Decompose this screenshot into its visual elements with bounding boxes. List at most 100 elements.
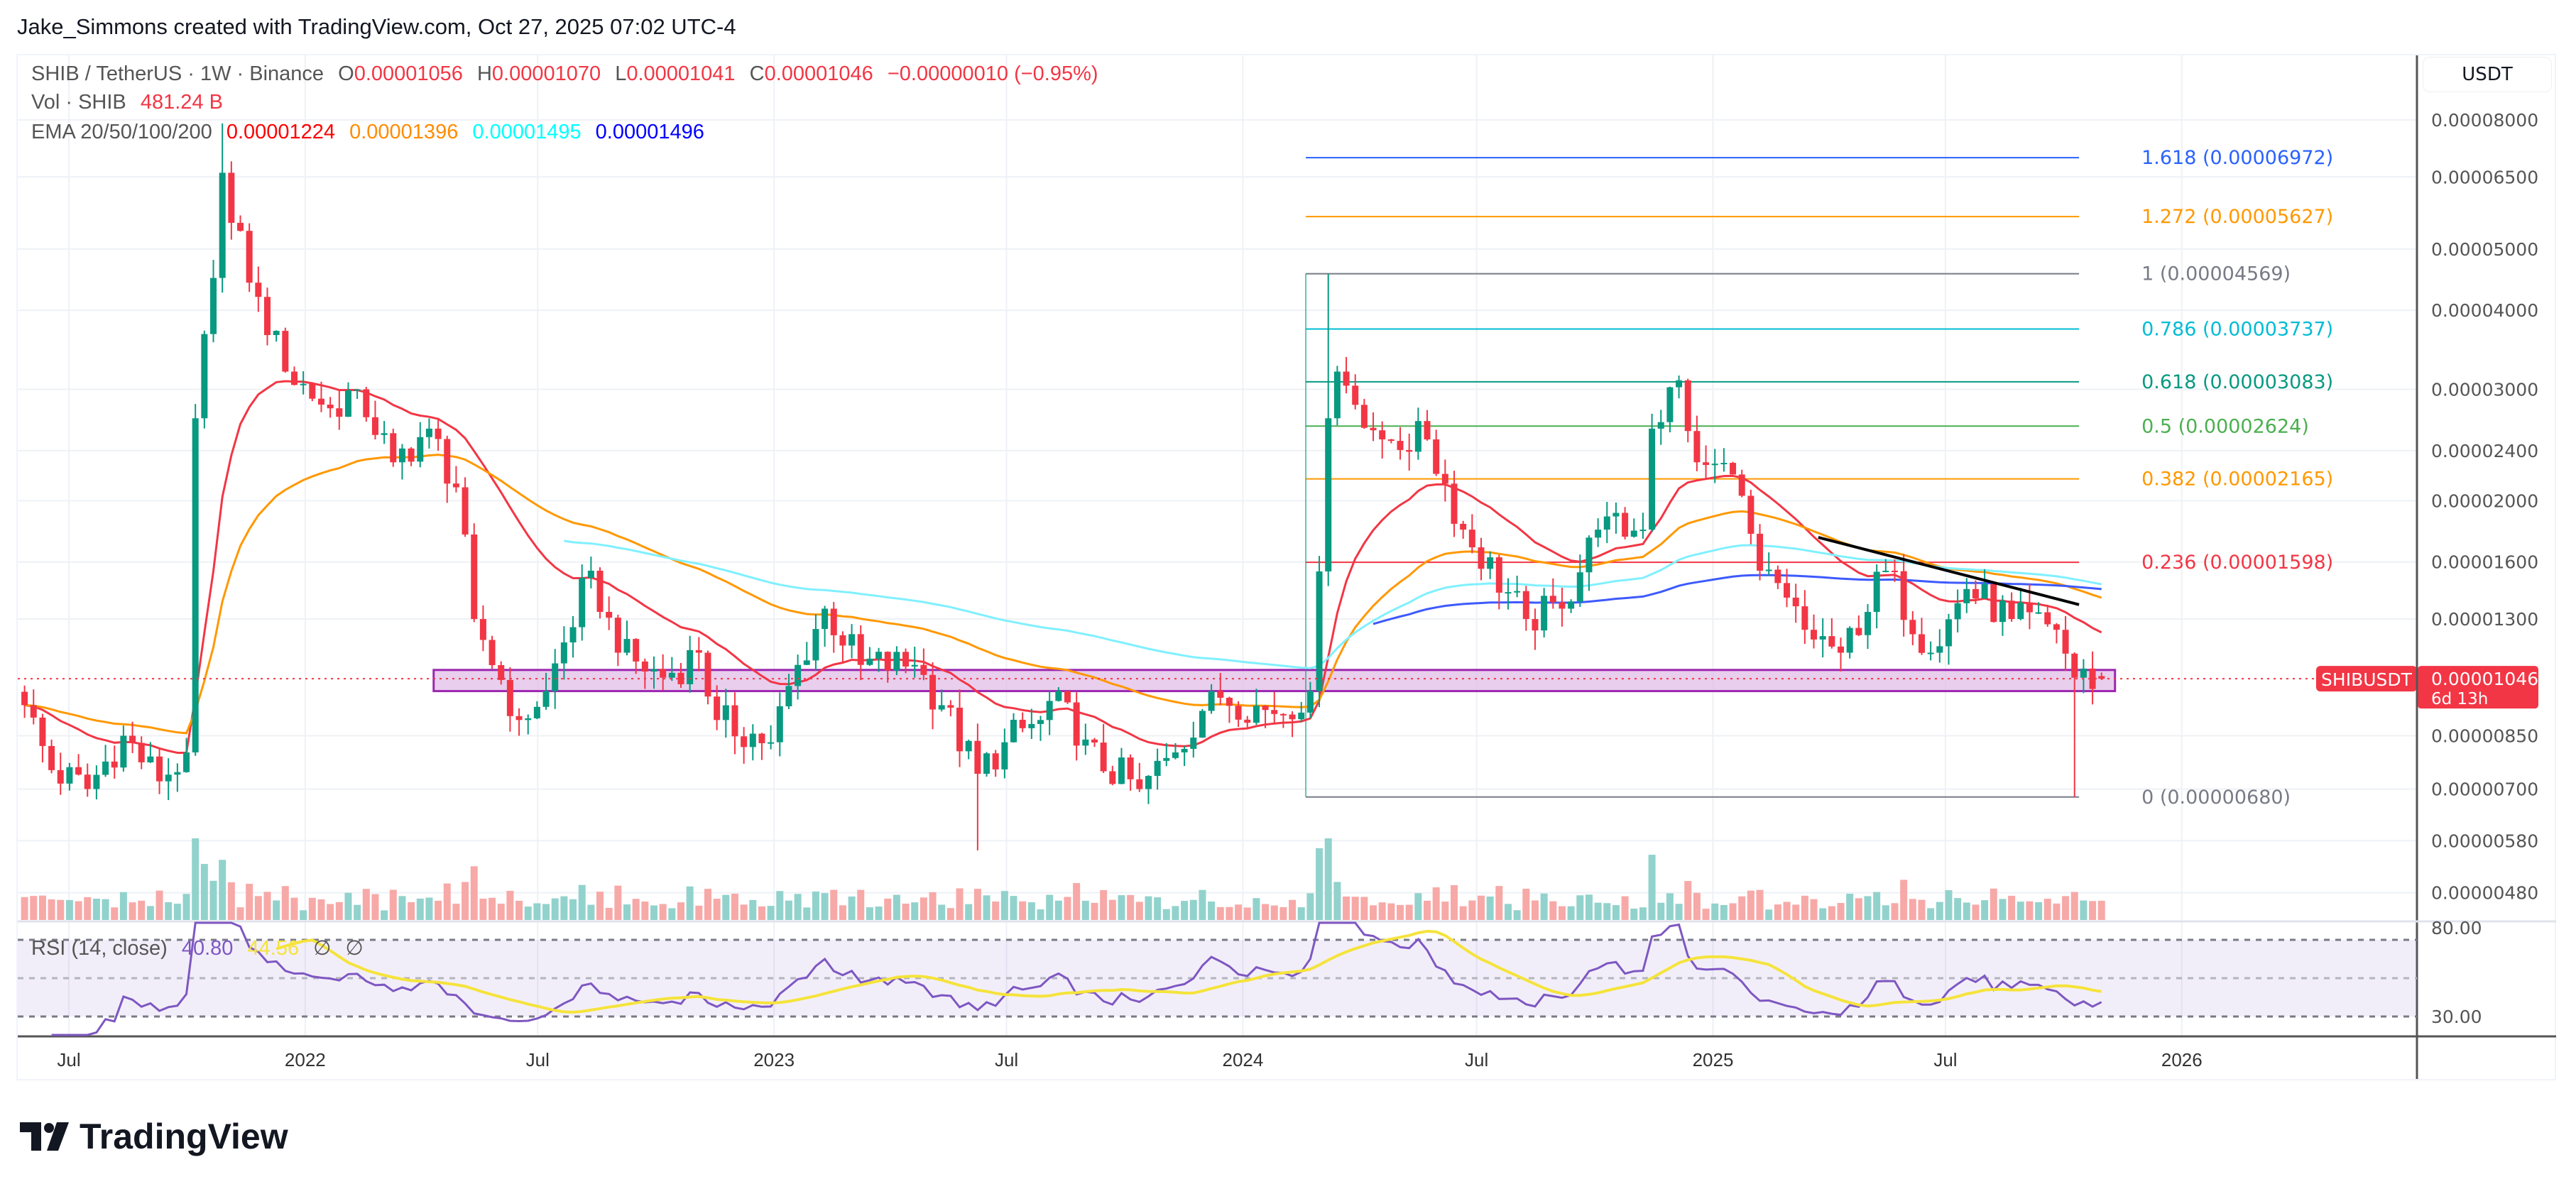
volume-bar: [308, 897, 316, 920]
volume-bar: [1081, 900, 1089, 920]
candle-body: [1306, 691, 1314, 713]
candle-body: [2026, 602, 2033, 613]
volume-bar: [354, 904, 361, 920]
high-label: H: [476, 62, 492, 85]
time-axis-label: Jul: [57, 1049, 80, 1070]
volume-bar: [578, 884, 586, 920]
candle-body: [1639, 530, 1647, 532]
candle-body: [1387, 439, 1395, 442]
volume-bar: [533, 903, 541, 920]
candle-body: [1226, 697, 1233, 706]
tradingview-logo[interactable]: TradingView: [20, 1116, 288, 1157]
volume-bar: [632, 899, 640, 920]
volume-bar: [470, 866, 478, 920]
volume-bar: [263, 892, 271, 920]
volume-bar: [1316, 848, 1324, 920]
rsi-label[interactable]: RSI (14, close): [31, 937, 168, 960]
time-axis-label: 2025: [1693, 1049, 1734, 1070]
volume-bars: [21, 838, 2105, 920]
volume-bar: [300, 910, 307, 920]
candle-body: [408, 448, 415, 462]
candle-body: [1163, 757, 1170, 761]
volume-bar: [1603, 903, 1611, 920]
symbol-title[interactable]: SHIB / TetherUS · 1W · Binance: [31, 62, 324, 85]
candle-body: [1172, 752, 1179, 758]
candle-body: [489, 640, 496, 666]
candle-body: [479, 619, 486, 640]
candle-body: [714, 696, 721, 720]
volume-bar: [1270, 905, 1278, 920]
price-axis-label: 0.00000850: [2431, 725, 2538, 746]
ema-label[interactable]: EMA 20/50/100/200: [31, 121, 212, 143]
candle-body: [2044, 612, 2051, 625]
candle-body: [1343, 371, 1350, 386]
candle-body: [668, 672, 675, 678]
volume-bar: [416, 898, 424, 920]
volume-bar: [2080, 900, 2087, 920]
candle-body: [1936, 646, 1943, 653]
candle-body: [1217, 691, 1224, 698]
candle-body: [722, 705, 729, 720]
volume-bar: [1279, 906, 1287, 920]
candle-body: [1208, 691, 1215, 711]
price-axis-label: 0.00001600: [2431, 552, 2538, 573]
candle-body: [1586, 537, 1593, 573]
close-label: C: [749, 62, 765, 85]
volume-bar: [848, 896, 856, 920]
candle-body: [2098, 676, 2105, 679]
volume-bar: [1882, 905, 1889, 920]
volume-bar: [659, 904, 667, 920]
volume-bar: [111, 907, 119, 920]
volume-bar: [1981, 900, 1989, 920]
volume-bar: [1540, 893, 1548, 920]
volume-label[interactable]: Vol · SHIB: [31, 91, 126, 114]
time-axis-label: Jul: [1465, 1049, 1488, 1070]
candle-body: [506, 679, 513, 716]
volume-bar: [1118, 895, 1125, 920]
candle-body: [1819, 636, 1826, 640]
candle-body: [1478, 547, 1485, 569]
candle-body: [1909, 620, 1916, 635]
volume-bar: [1405, 904, 1413, 920]
volume-bar: [1235, 904, 1243, 920]
volume-bar: [902, 903, 910, 920]
volume-bar: [1783, 902, 1791, 920]
candle-body: [1055, 691, 1062, 701]
volume-bar: [551, 898, 559, 920]
volume-bar: [2097, 900, 2105, 920]
price-axis-label: 0.00002400: [2431, 441, 2538, 461]
candle-body: [2017, 602, 2024, 620]
candle-body: [1792, 597, 1799, 607]
candle-body: [1846, 628, 1853, 653]
candle-body: [1136, 779, 1143, 789]
candle-body: [111, 761, 118, 768]
volume-bar: [65, 899, 73, 920]
volume-bar: [857, 889, 865, 920]
volume-bar: [1648, 855, 1656, 920]
candle-body: [776, 706, 783, 743]
fib-retracement: 1.618 (0.00006972) 1.272 (0.00005627) 1 (0…: [1305, 147, 2333, 809]
candle-body: [2089, 668, 2096, 689]
currency-selector[interactable]: USDT: [2423, 57, 2552, 92]
candle-body: [741, 736, 748, 747]
candle-body: [623, 639, 631, 653]
candle-body: [1990, 583, 1997, 623]
candle-body: [956, 707, 964, 752]
volume-bar: [327, 904, 334, 920]
candle-body: [1622, 513, 1629, 537]
volume-bar: [102, 899, 109, 920]
volume-bar: [1657, 902, 1665, 920]
candle-body: [1127, 757, 1134, 779]
candle-body: [947, 705, 954, 708]
candle-body: [2035, 612, 2042, 614]
candle-body: [803, 660, 810, 665]
volume-bar: [48, 899, 55, 920]
candle-body: [354, 389, 361, 391]
volume-bar: [2053, 903, 2061, 920]
candle-body: [1397, 441, 1404, 450]
candle-body: [1298, 712, 1305, 720]
open-label: O: [338, 62, 354, 85]
logo-text: TradingView: [80, 1117, 288, 1156]
price-axis-label: 0.00006500: [2431, 167, 2538, 187]
